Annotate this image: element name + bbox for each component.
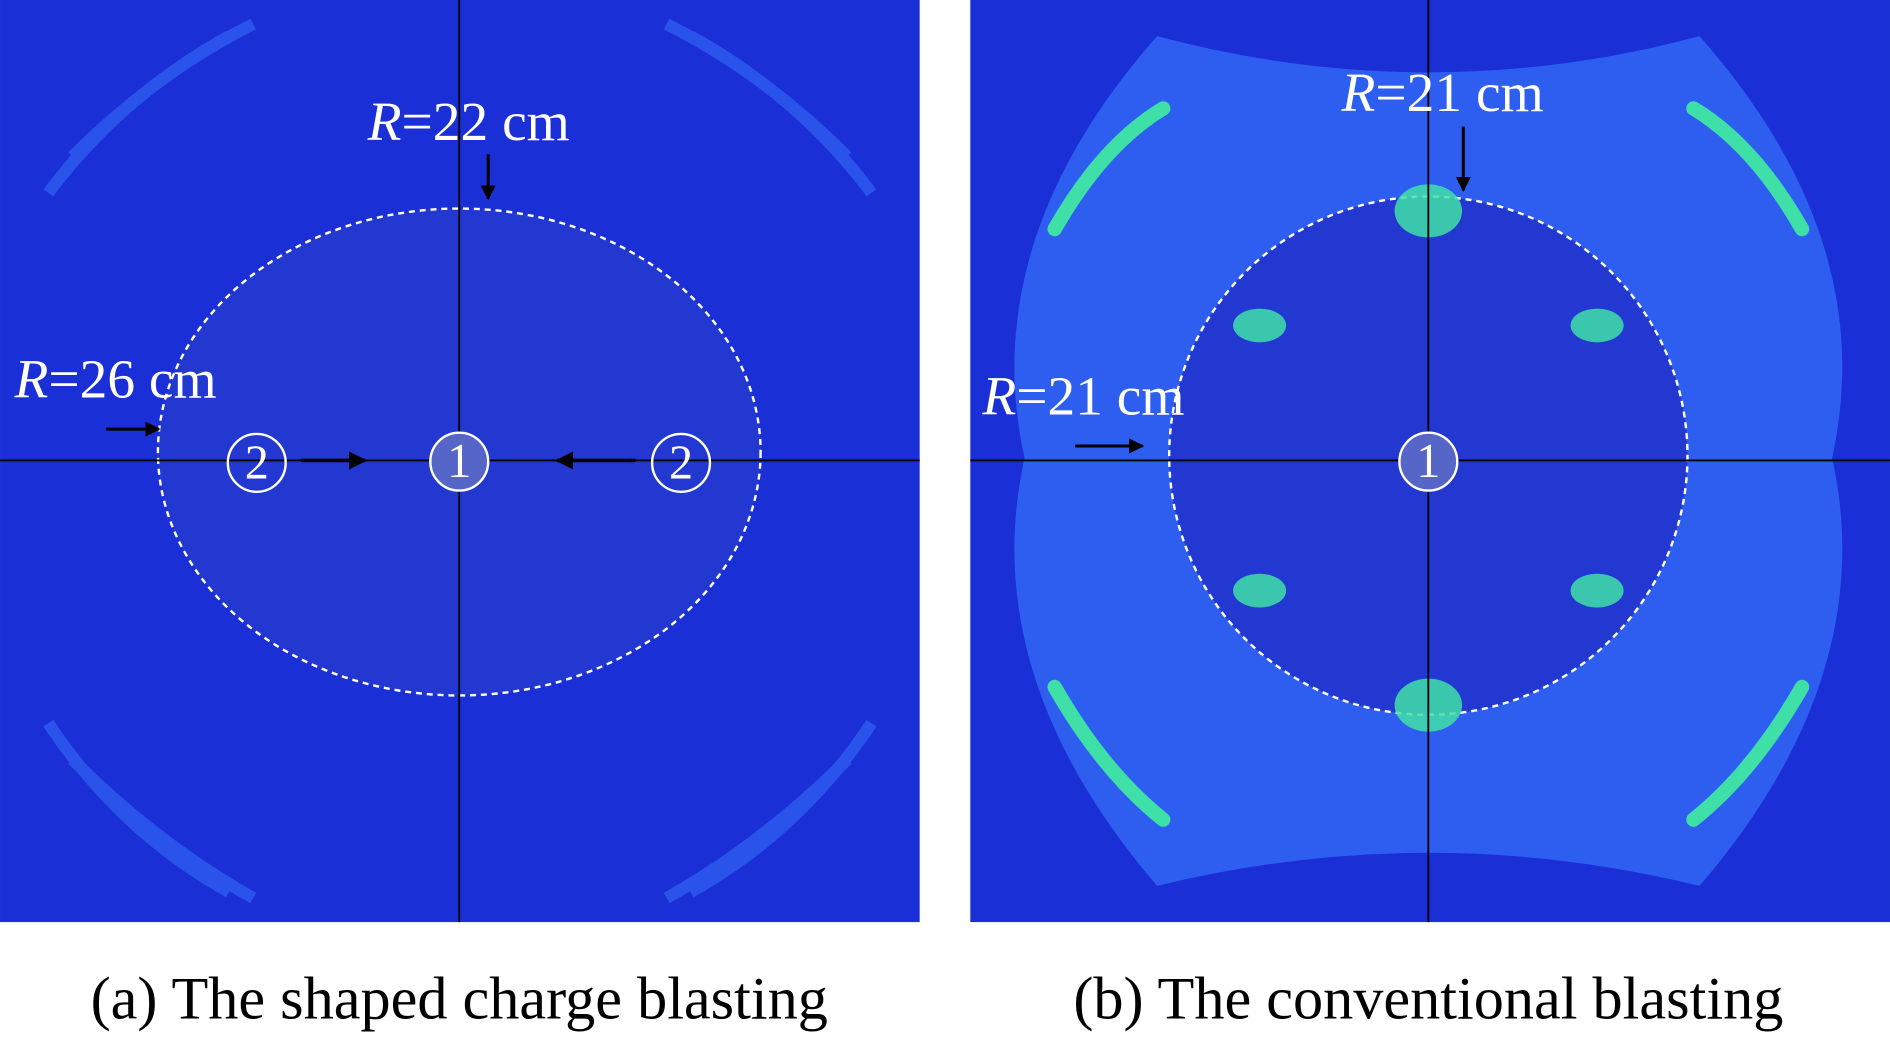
- marker: 2: [245, 436, 269, 489]
- caption: (b) The conventional blasting: [1073, 966, 1783, 1033]
- annotation: R=21 cm: [1341, 62, 1544, 123]
- caption: (a) The shaped charge blasting: [91, 966, 828, 1033]
- panel-b: 1 R=21 cm R=21 cm: [970, 0, 1890, 923]
- marker: 2: [669, 436, 693, 489]
- panel-a: 1 2 2 R=22 cm R=26 cm: [0, 0, 920, 923]
- annotation: R=22 cm: [367, 91, 570, 152]
- annotation: R=21 cm: [981, 366, 1184, 427]
- marker: 1: [447, 435, 471, 488]
- marker: 1: [1416, 435, 1440, 488]
- annotation: R=26 cm: [13, 349, 216, 410]
